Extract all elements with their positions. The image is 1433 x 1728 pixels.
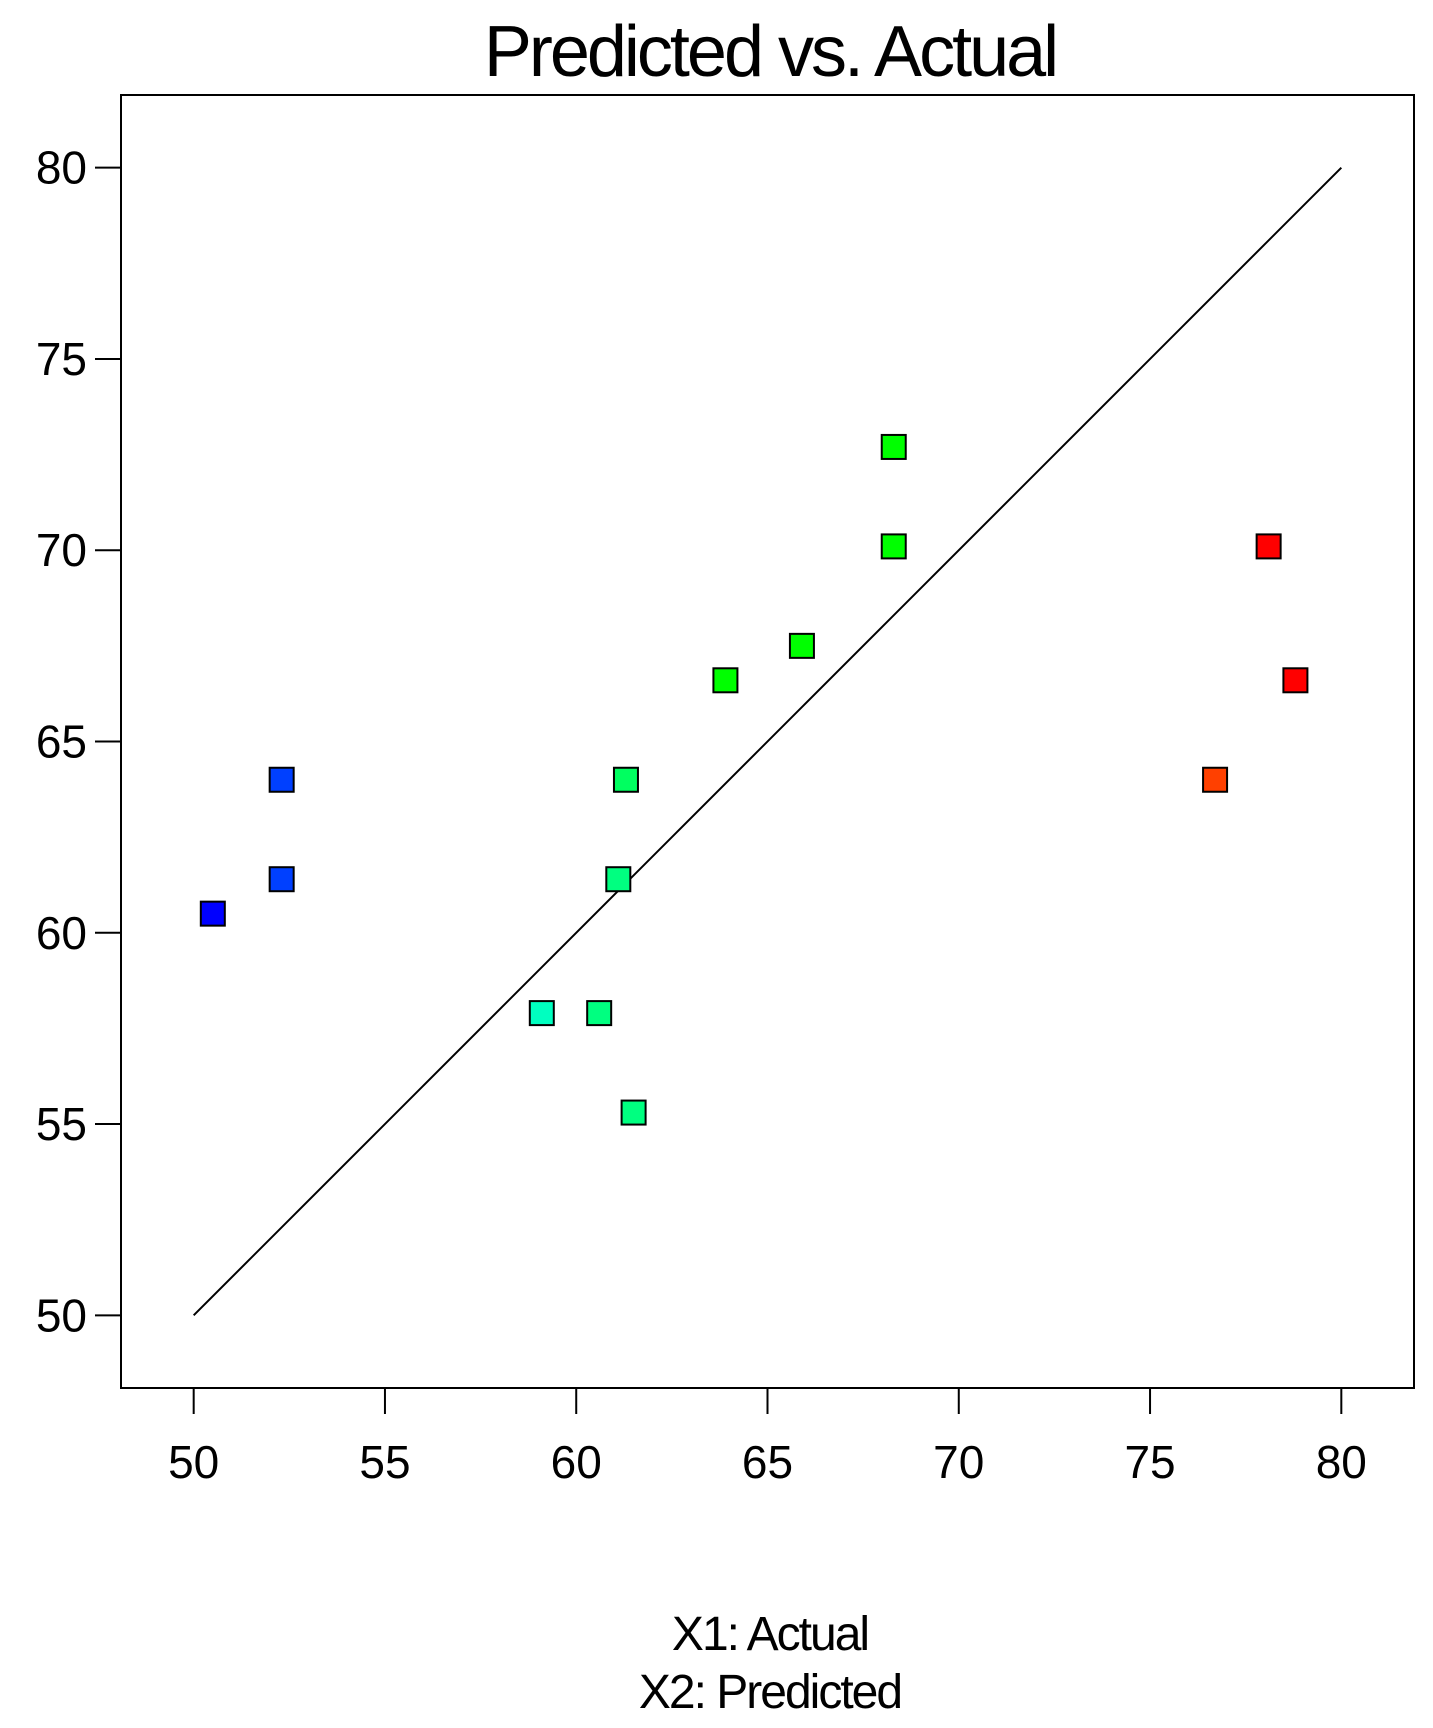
data-point <box>1202 766 1229 793</box>
data-point <box>528 1000 555 1027</box>
y-tick-label: 80 <box>36 142 87 194</box>
data-point <box>605 866 632 893</box>
y-tick-label: 50 <box>36 1289 87 1341</box>
data-point <box>268 766 295 793</box>
data-point <box>199 900 226 927</box>
data-point <box>586 1000 613 1027</box>
y-tick-label: 70 <box>36 524 87 576</box>
y-tick-label: 55 <box>36 1098 87 1150</box>
data-point <box>612 766 639 793</box>
x-tick-label: 70 <box>933 1436 984 1488</box>
y-tick-label: 60 <box>36 907 87 959</box>
x-axis-label-actual: X1: Actual <box>672 1608 868 1661</box>
x-tick-label: 75 <box>1124 1436 1175 1488</box>
data-point <box>1282 667 1309 694</box>
data-point <box>712 667 739 694</box>
data-point <box>788 632 815 659</box>
y-tick-label: 65 <box>36 716 87 768</box>
data-point <box>268 866 295 893</box>
x-tick-label: 80 <box>1316 1436 1367 1488</box>
data-point <box>620 1099 647 1126</box>
data-point <box>880 533 907 560</box>
x-tick-label: 60 <box>551 1436 602 1488</box>
data-point <box>880 433 907 460</box>
x-tick-label: 55 <box>359 1436 410 1488</box>
y-tick-label: 75 <box>36 333 87 385</box>
x-tick-label: 65 <box>742 1436 793 1488</box>
chart-title: Predicted vs. Actual <box>484 12 1056 92</box>
reference-line <box>192 166 1343 1317</box>
x-tick-label: 50 <box>168 1436 219 1488</box>
data-point <box>1255 533 1282 560</box>
x-axis-label-predicted: X2: Predicted <box>639 1666 901 1719</box>
